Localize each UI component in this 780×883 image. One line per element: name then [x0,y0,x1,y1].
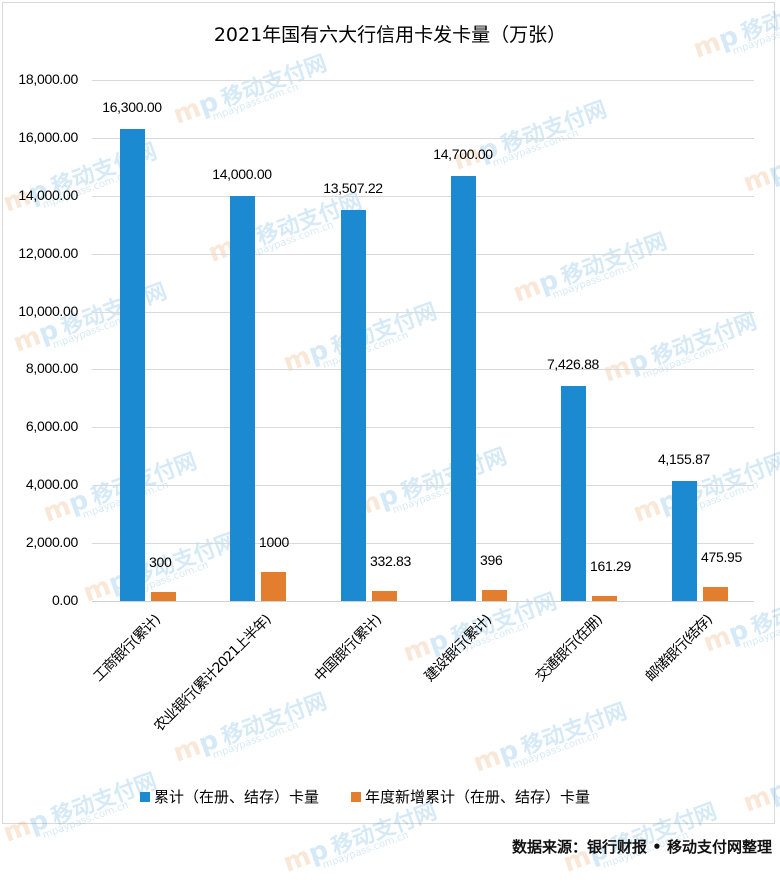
gridline [92,485,754,486]
legend-swatch-blue-icon [140,791,150,802]
data-label: 4,155.87 [657,451,711,467]
data-label: 7,426.88 [546,356,600,372]
y-tick-label: 18,000.00 [18,71,78,87]
legend-swatch-orange-icon [351,791,362,802]
data-label: 13,507.22 [323,180,383,196]
y-tick-label: 14,000.00 [18,187,78,203]
bar-cumulative[interactable] [120,129,145,601]
source-note: 数据来源：银行财报 • 移动支付网整理 [511,838,772,856]
x-category-label: 邮储银行(结存) [642,612,716,685]
bar-annual-new[interactable] [703,587,728,601]
data-label: 1000 [259,534,289,550]
bar-annual-new[interactable] [482,590,507,601]
gridline [92,427,754,428]
gridline [92,543,754,544]
data-label: 16,300.00 [102,99,162,115]
data-label: 14,000.00 [212,166,272,182]
legend-item-cumulative[interactable]: 累计（在册、结存）卡量 [140,786,319,807]
x-category-label: 农业银行(累计2021上半年) [151,612,274,735]
gridline [92,369,754,370]
bar-cumulative[interactable] [230,196,255,601]
data-label: 300 [149,554,172,570]
bar-annual-new[interactable] [372,591,397,601]
bar-cumulative[interactable] [451,176,476,601]
x-category-label: 建设银行(累计) [421,612,495,685]
bar-cumulative[interactable] [561,386,586,601]
bar-annual-new[interactable] [151,592,176,601]
y-tick-label: 16,000.00 [18,129,78,145]
y-tick-label: 4,000.00 [25,476,78,492]
bar-cumulative[interactable] [672,481,697,601]
data-label: 161.29 [590,558,632,574]
data-label: 396 [480,552,503,568]
bar-annual-new[interactable] [592,596,617,601]
gridline [92,254,754,255]
data-label: 475.95 [701,549,743,565]
x-category-label: 交通银行(在册) [532,612,605,685]
data-label: 332.83 [370,553,412,569]
y-tick-label: 8,000.00 [25,360,78,376]
x-category-label: 中国银行(累计) [311,612,385,685]
gridline [92,138,754,139]
chart-title: 2021年国有六大行信用卡发卡量（万张） [213,24,567,46]
chart-frame [2,2,775,824]
gridline [92,196,754,197]
legend-label: 累计（在册、结存）卡量 [154,788,320,806]
legend: 累计（在册、结存）卡量 年度新增累计（在册、结存）卡量 [140,786,590,807]
legend-item-annual-new[interactable]: 年度新增累计（在册、结存）卡量 [351,786,590,807]
x-axis-line [92,601,754,602]
bar-cumulative[interactable] [341,210,366,601]
bar-annual-new[interactable] [261,572,286,601]
y-tick-label: 0.00 [51,592,78,608]
gridline [92,312,754,313]
legend-label: 年度新增累计（在册、结存）卡量 [365,788,591,806]
y-tick-label: 12,000.00 [18,245,78,261]
data-label: 14,700.00 [433,146,493,162]
x-category-label: 工商银行(累计) [90,612,164,685]
y-tick-label: 6,000.00 [25,418,78,434]
y-tick-label: 2,000.00 [25,534,78,550]
gridline [92,80,754,81]
y-tick-label: 10,000.00 [18,303,78,319]
